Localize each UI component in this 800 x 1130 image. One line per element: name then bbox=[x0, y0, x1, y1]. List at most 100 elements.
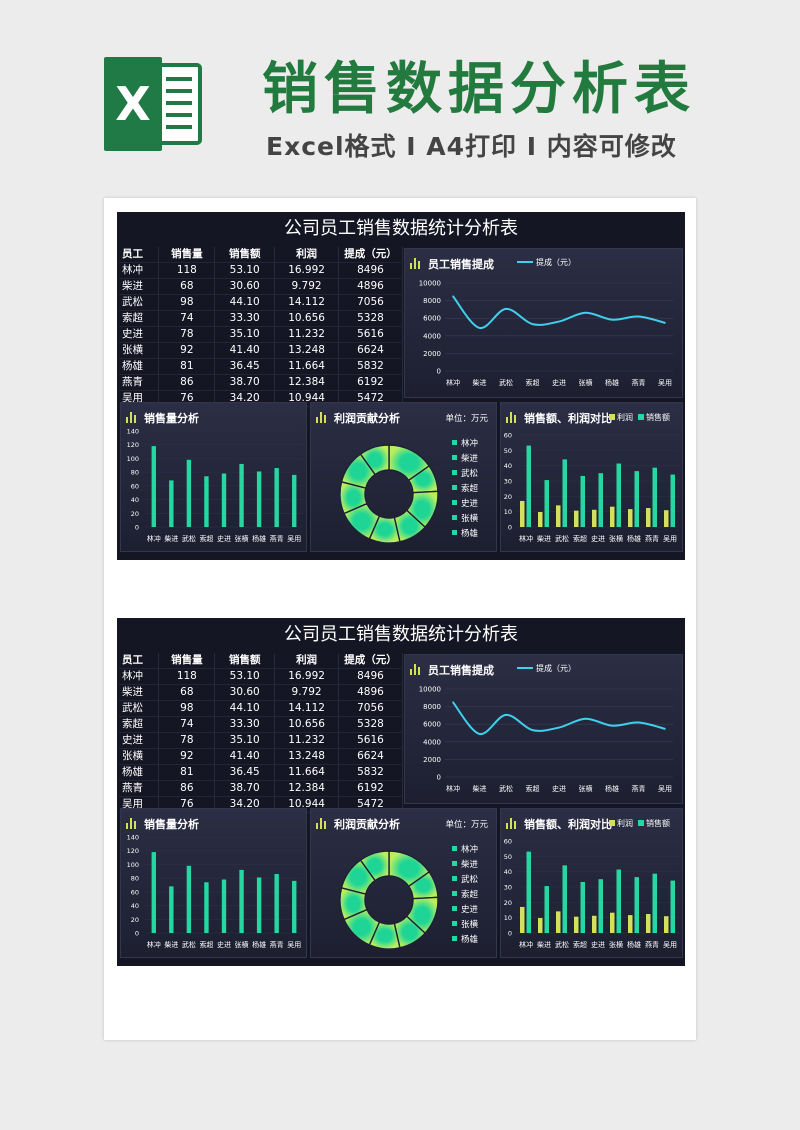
profit-legend: 林冲 柴进 武松 索超 史进 张横 杨雄 bbox=[452, 437, 478, 542]
y-tick-label: 120 bbox=[127, 847, 139, 855]
y-tick-label: 20 bbox=[504, 493, 512, 501]
y-tick-label: 40 bbox=[504, 462, 512, 470]
commission-chart-panel: 员工销售提成 提成（元） 0 2000 4000 6000 8000 10000 林冲 柴进 武… bbox=[404, 654, 683, 804]
x-tick-label: 林冲 bbox=[147, 940, 161, 949]
x-tick-label: 史进 bbox=[552, 784, 566, 793]
x-tick-label: 张横 bbox=[609, 940, 623, 949]
y-tick-label: 10 bbox=[504, 914, 512, 922]
table-cell: 柴进 bbox=[119, 684, 160, 701]
y-tick-label: 40 bbox=[131, 496, 139, 504]
column-header: 提成（元） bbox=[338, 247, 403, 263]
x-tick-label: 索超 bbox=[526, 784, 540, 793]
legend-sales-swatch bbox=[638, 820, 644, 826]
commission-line-chart: 0 2000 4000 6000 8000 10000 林冲 柴进 武松 索超 史进 张横 杨雄 燕青 吴用 bbox=[419, 686, 673, 793]
table-cell: 燕青 bbox=[119, 374, 160, 391]
data-point bbox=[531, 729, 534, 731]
table-cell: 33.30 bbox=[214, 716, 276, 733]
profit-chart-title: 利润贡献分析 bbox=[316, 410, 400, 426]
y-tick-label: 80 bbox=[131, 469, 139, 477]
column-header: 销售量 bbox=[158, 653, 216, 669]
column-header: 销售额 bbox=[214, 653, 276, 669]
profit-donut-chart bbox=[339, 444, 439, 544]
profit-bar bbox=[520, 906, 525, 933]
data-point bbox=[637, 315, 640, 318]
y-tick-label: 0 bbox=[437, 774, 441, 782]
table-cell: 索超 bbox=[119, 310, 160, 327]
table-cell: 36.45 bbox=[214, 764, 276, 781]
y-tick-label: 120 bbox=[127, 441, 139, 449]
table-cell: 98 bbox=[158, 700, 216, 717]
bar-chart-icon bbox=[410, 664, 422, 675]
legend-item: 杨雄 bbox=[452, 527, 478, 542]
compare-legend: 利润 销售额 bbox=[609, 412, 670, 423]
column-header: 利润 bbox=[274, 653, 339, 669]
x-tick-label: 张横 bbox=[235, 940, 249, 949]
x-tick-label: 史进 bbox=[217, 534, 231, 543]
column-header: 利润 bbox=[274, 247, 339, 263]
table-cell: 74 bbox=[158, 310, 216, 327]
compare-chart-panel: 销售额、利润对比 利润 销售额 0 10 20 30 40 50 60 林冲 柴进 武松 索超 史进 张横… bbox=[500, 402, 683, 552]
table-cell: 68 bbox=[158, 278, 216, 295]
y-tick-label: 0 bbox=[135, 930, 139, 938]
x-tick-label: 杨雄 bbox=[627, 534, 641, 543]
table-cell: 81 bbox=[158, 358, 216, 375]
column-header: 提成（元） bbox=[338, 653, 403, 669]
bar bbox=[256, 471, 262, 527]
svg-text:X: X bbox=[115, 77, 150, 131]
y-tick-label: 0 bbox=[508, 930, 512, 938]
legend-swatch bbox=[452, 530, 457, 535]
x-tick-label: 吴用 bbox=[658, 785, 672, 793]
table-cell: 38.70 bbox=[214, 374, 276, 391]
legend-line-swatch bbox=[517, 667, 533, 669]
excel-logo-icon: X bbox=[104, 57, 202, 151]
table-cell: 史进 bbox=[119, 326, 160, 343]
x-tick-label: 索超 bbox=[573, 940, 587, 949]
x-tick-label: 武松 bbox=[499, 784, 513, 793]
y-tick-label: 50 bbox=[504, 853, 512, 861]
x-tick-label: 林冲 bbox=[519, 940, 533, 949]
table-cell: 30.60 bbox=[214, 278, 276, 295]
x-tick-label: 林冲 bbox=[519, 534, 533, 543]
profit-bar bbox=[610, 912, 615, 933]
y-tick-label: 2000 bbox=[423, 756, 441, 764]
compare-bar-chart: 0 10 20 30 40 50 60 林冲 柴进 武松 索超 史进 张横 杨雄 燕青 吴用 bbox=[504, 838, 679, 949]
profit-bar bbox=[646, 508, 651, 527]
legend-item: 张横 bbox=[452, 918, 478, 933]
table-cell: 7056 bbox=[338, 294, 403, 311]
legend-item: 武松 bbox=[452, 467, 478, 482]
legend-item: 林冲 bbox=[452, 437, 478, 452]
table-cell: 4896 bbox=[338, 684, 403, 701]
legend-swatch bbox=[452, 891, 457, 896]
table-cell: 118 bbox=[158, 262, 216, 279]
sales-bar bbox=[634, 877, 639, 933]
table-cell: 5328 bbox=[338, 716, 403, 733]
table-row: 武松 98 44.10 14.112 7056 bbox=[119, 700, 403, 717]
sales-table: 员工 销售量 销售额 利润 提成（元） 林冲 118 53.10 16.992 8496… bbox=[119, 653, 403, 813]
commission-chart-title: 员工销售提成 bbox=[410, 256, 494, 272]
legend-item: 武松 bbox=[452, 873, 478, 888]
table-row: 索超 74 33.30 10.656 5328 bbox=[119, 310, 403, 327]
table-cell: 8496 bbox=[338, 668, 403, 685]
compare-legend: 利润 销售额 bbox=[609, 818, 670, 829]
sales-bar bbox=[580, 881, 585, 933]
y-tick-label: 140 bbox=[127, 428, 139, 436]
y-tick-label: 20 bbox=[131, 510, 139, 518]
profit-bar bbox=[592, 915, 597, 933]
y-tick-label: 6000 bbox=[423, 721, 441, 729]
data-point bbox=[558, 726, 560, 729]
bar bbox=[169, 480, 174, 527]
legend-swatch bbox=[452, 455, 457, 460]
table-row: 燕青 86 38.70 12.384 6192 bbox=[119, 374, 403, 391]
page-title: 销售数据分析表 bbox=[262, 57, 696, 122]
table-cell: 11.664 bbox=[274, 764, 339, 781]
y-tick-label: 60 bbox=[504, 838, 512, 846]
volume-bar-chart: 0 20 40 60 80 100 120 140 林冲 柴进 武松 索超 史进 张横 杨雄 燕青 吴用 bbox=[127, 428, 303, 543]
table-cell: 杨雄 bbox=[119, 764, 160, 781]
bar-chart-icon bbox=[126, 412, 138, 423]
commission-chart-title: 员工销售提成 bbox=[410, 662, 494, 678]
x-tick-label: 武松 bbox=[555, 940, 569, 949]
table-header-row: 员工 销售量 销售额 利润 提成（元） bbox=[119, 653, 403, 669]
compare-chart-panel: 销售额、利润对比 利润 销售额 0 10 20 30 40 50 60 林冲 柴进 武松 索超 史进 张横… bbox=[500, 808, 683, 958]
y-tick-label: 8000 bbox=[423, 703, 441, 711]
y-tick-label: 0 bbox=[508, 524, 512, 532]
